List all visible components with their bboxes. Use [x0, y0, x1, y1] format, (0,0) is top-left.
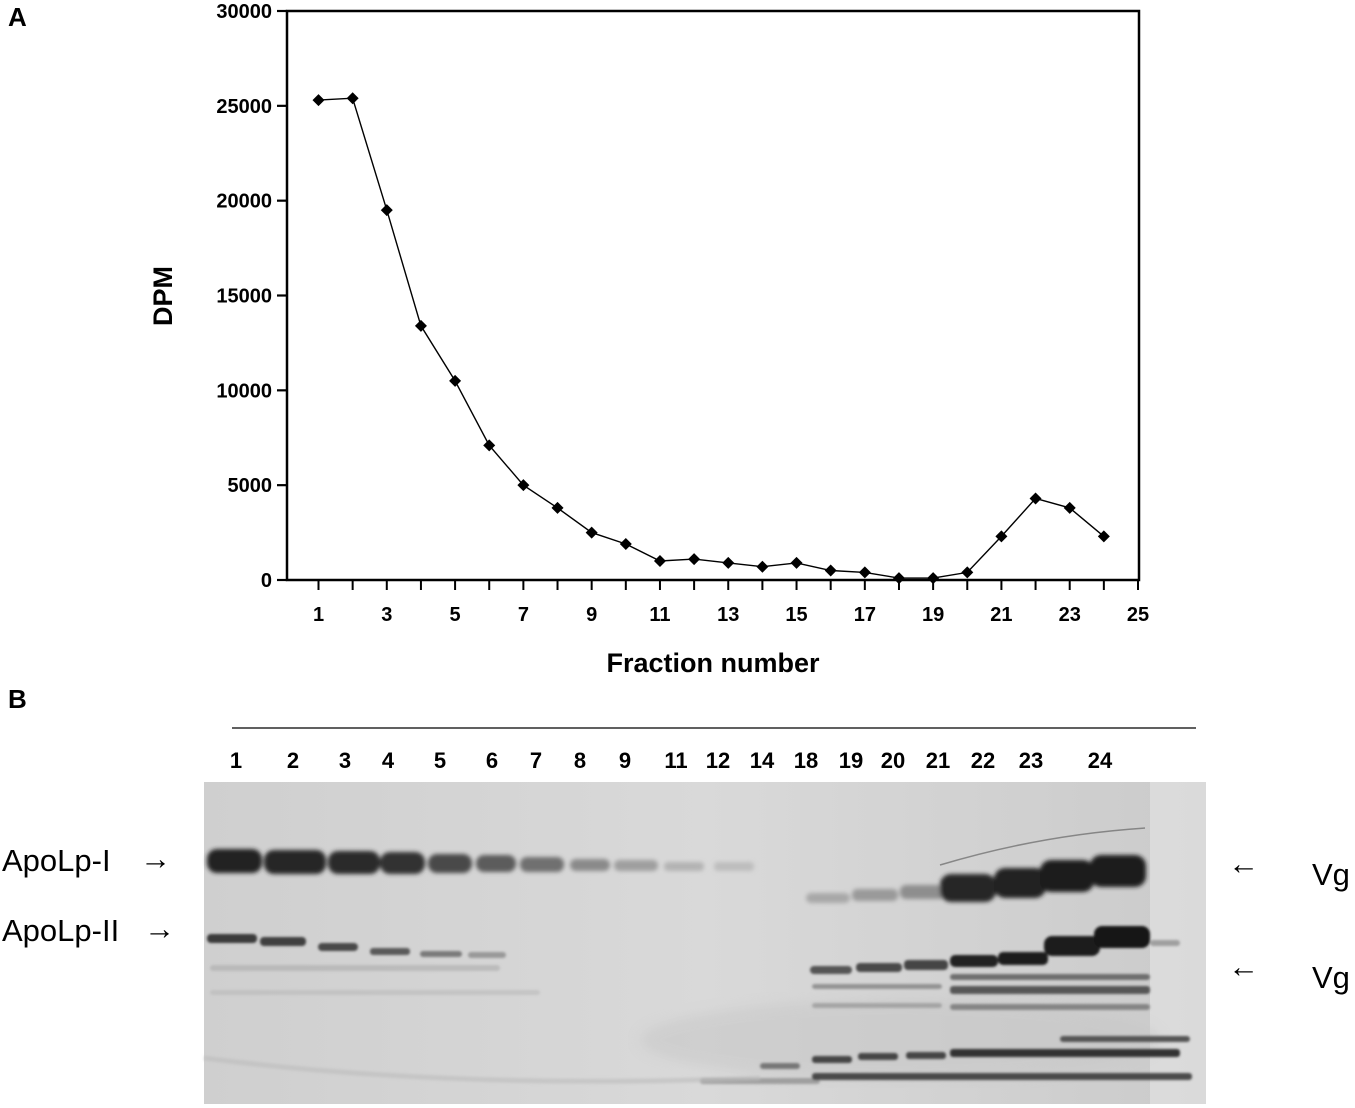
data-point [551, 501, 564, 514]
x-tick-label: 19 [922, 604, 944, 626]
arrow-apolp-ii: → [144, 911, 175, 946]
data-point [414, 319, 427, 332]
y-axis-title: DPM [148, 266, 178, 326]
data-point [961, 566, 974, 579]
lane-label: 11 [664, 748, 687, 773]
label-vg-lower: Vg [1312, 960, 1350, 995]
data-point [585, 526, 598, 539]
lane-label: 24 [1088, 748, 1113, 773]
panel-a-label: A [8, 2, 27, 32]
data-point [688, 553, 701, 566]
x-tick-label: 15 [785, 604, 807, 626]
x-tick-label: 23 [1059, 604, 1081, 626]
lane-label: 23 [1019, 748, 1043, 773]
x-tick-label: 25 [1127, 604, 1149, 626]
data-point [824, 564, 837, 577]
data-point [380, 204, 393, 217]
x-axis: 1 3 5 7 9 11 13 15 17 19 21 23 25 [313, 580, 1149, 626]
x-axis-title: Fraction number [606, 648, 820, 678]
arrow-vg-lower: ← [1228, 949, 1259, 984]
x-tick-label: 9 [586, 604, 597, 626]
data-point [995, 530, 1008, 543]
lane-label: 9 [619, 748, 631, 773]
y-tick-label: 0 [261, 570, 272, 592]
panel-b-label: B [8, 684, 27, 714]
lane-label: 21 [926, 748, 950, 773]
lane-label: 12 [706, 748, 730, 773]
arrow-apolp-i: → [140, 841, 171, 876]
data-point [756, 560, 769, 573]
lane-label: 4 [382, 748, 395, 773]
lane-label: 3 [339, 748, 351, 773]
lane-label: 22 [971, 748, 995, 773]
lane-label: 8 [574, 748, 586, 773]
x-tick-label: 1 [313, 604, 324, 626]
data-point [892, 572, 905, 585]
lane-label: 1 [230, 748, 242, 773]
data-point [517, 479, 530, 492]
data-point [449, 374, 462, 387]
data-point [1097, 530, 1110, 543]
x-tick-label: 11 [649, 604, 670, 626]
band-bottom [203, 1036, 1192, 1084]
y-tick-label: 5000 [228, 475, 273, 497]
label-apolp-ii: ApoLp-II [2, 913, 119, 948]
band-apolp-i [207, 849, 754, 874]
data-point [312, 94, 325, 107]
lane-label: 20 [881, 748, 905, 773]
data-point [483, 439, 496, 452]
lane-label: 2 [287, 748, 299, 773]
data-point [722, 556, 735, 569]
y-tick-label: 10000 [216, 380, 272, 402]
plot-frame [285, 9, 1141, 582]
data-point [653, 555, 666, 568]
data-point [619, 537, 632, 550]
data-point [1063, 501, 1076, 514]
arrow-vg-upper: ← [1228, 846, 1259, 881]
band-vg-lower [810, 926, 1180, 1010]
x-tick-label: 13 [717, 604, 739, 626]
series-line [318, 97, 1105, 579]
lane-label: 7 [530, 748, 542, 773]
y-tick-label: 25000 [216, 96, 272, 118]
lane-label: 6 [486, 748, 498, 773]
lane-label: 19 [839, 748, 863, 773]
data-point [858, 566, 871, 579]
band-apolp-ii [207, 934, 540, 995]
label-apolp-i: ApoLp-I [2, 843, 111, 878]
y-tick-label: 20000 [216, 191, 272, 213]
series-markers [312, 92, 1110, 585]
y-tick-label: 15000 [216, 286, 272, 308]
label-vg-upper: Vg [1312, 857, 1350, 892]
lane-labels: 1 2 3 4 5 6 7 8 9 11 12 14 18 19 20 21 22 23 24 [230, 748, 1113, 773]
lane-label: 18 [794, 748, 818, 773]
x-tick-label: 3 [381, 604, 392, 626]
y-tick-label: 30000 [216, 1, 272, 23]
band-vg-upper [806, 855, 1146, 903]
x-tick-label: 5 [450, 604, 461, 626]
x-tick-label: 21 [990, 604, 1012, 626]
lane-label: 5 [434, 748, 446, 773]
y-axis: 0 5000 10000 15000 20000 25000 30000 [216, 1, 287, 592]
x-tick-label: 17 [854, 604, 876, 626]
data-point [346, 92, 359, 105]
data-point [927, 572, 940, 585]
gel-image: 1 2 3 4 5 6 7 8 9 11 12 14 18 19 20 21 22 23 24 [2, 727, 1350, 1104]
lane-label: 14 [750, 748, 775, 773]
x-tick-label: 7 [518, 604, 529, 626]
data-point [1029, 492, 1042, 505]
data-point [790, 556, 803, 569]
